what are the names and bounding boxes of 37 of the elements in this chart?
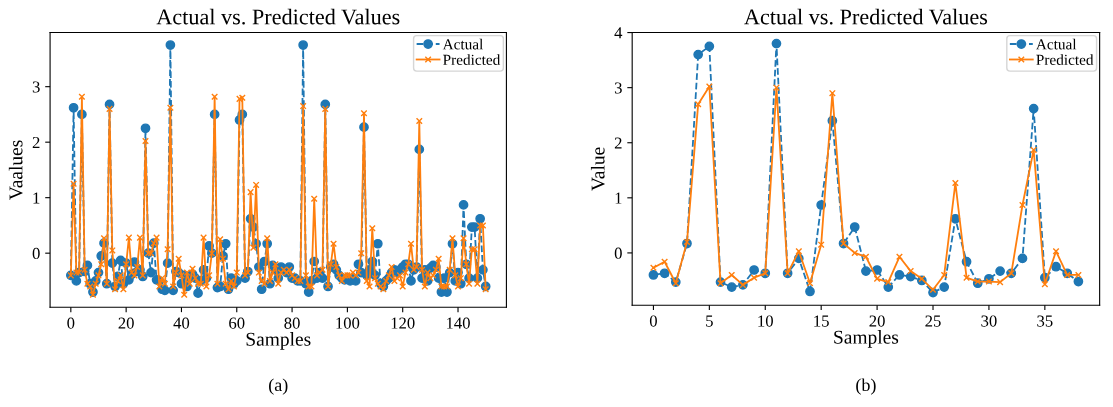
x-tick-label: 40	[173, 317, 190, 329]
legend-label: Actual	[442, 38, 484, 50]
x-tick-label: 35	[1037, 315, 1053, 327]
y-tick-label: 1	[615, 192, 622, 204]
chart-title: Actual vs. Predicted Values	[744, 8, 988, 25]
legend-label: Predicted	[1036, 54, 1094, 65]
text: (a)	[269, 378, 288, 395]
y-axis-title: Value	[590, 147, 605, 191]
x-tick-label: 20	[118, 317, 134, 329]
x-tick-label: 60	[229, 317, 245, 329]
x-tick-label: 20	[869, 315, 885, 327]
x-tick-label: 120	[391, 317, 415, 329]
y-axis-title: Vaalues	[8, 140, 23, 200]
x-tick-label: 30	[981, 315, 997, 327]
x-tick-label: 100	[336, 317, 360, 329]
chart-title: Actual vs. Predicted Values	[156, 8, 400, 25]
y-tick-label: 2	[614, 137, 622, 149]
text: (b)	[856, 378, 876, 395]
x-tick-label: 0	[67, 317, 75, 329]
x-tick-label: 5	[706, 315, 713, 327]
y-tick-label: 3	[32, 81, 40, 93]
y-tick-label: 0	[614, 247, 622, 259]
y-tick-label: 1	[33, 192, 40, 204]
x-tick-label: 10	[758, 315, 773, 327]
y-tick-label: 4	[614, 27, 623, 39]
legend-label: Actual	[1035, 38, 1077, 50]
y-tick-label: 2	[32, 136, 40, 148]
y-tick-label: 0	[32, 247, 40, 260]
x-tick-label: 140	[446, 317, 470, 329]
x-tick-label: 80	[284, 317, 300, 329]
x-axis-title: Samples	[246, 332, 311, 350]
x-tick-label: 25	[925, 315, 941, 327]
y-tick-label: 3	[614, 82, 622, 94]
x-tick-label: 0	[649, 315, 657, 327]
x-axis-title: Samples	[834, 330, 899, 348]
legend-label: Predicted	[443, 54, 501, 65]
x-tick-label: 15	[814, 315, 829, 327]
